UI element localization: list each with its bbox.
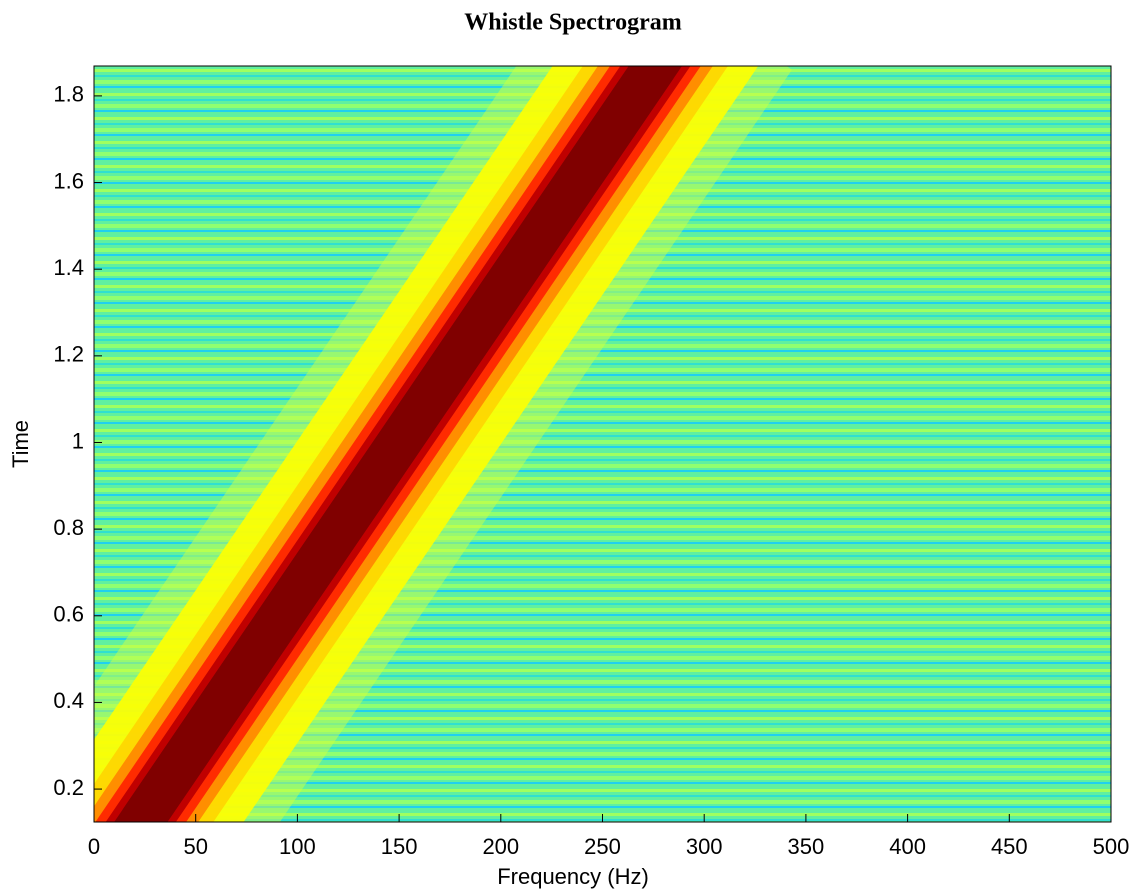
x-axis-label: Frequency (Hz) bbox=[497, 864, 649, 889]
y-tick-label: 1.8 bbox=[53, 82, 84, 107]
chart-title: Whistle Spectrogram bbox=[464, 10, 682, 36]
y-tick-label: 0.8 bbox=[53, 515, 84, 540]
y-tick-label: 0.4 bbox=[53, 688, 84, 713]
y-tick-label: 0.6 bbox=[53, 602, 84, 627]
y-tick-label: 1 bbox=[72, 428, 84, 453]
plot-area bbox=[94, 66, 792, 822]
x-tick-label: 150 bbox=[381, 834, 418, 859]
x-tick-label: 250 bbox=[584, 834, 621, 859]
ridge-ext bbox=[114, 66, 682, 822]
x-tick-label: 300 bbox=[686, 834, 723, 859]
y-tick-label: 1.4 bbox=[53, 255, 84, 280]
x-tick-label: 200 bbox=[482, 834, 519, 859]
y-tick-label: 1.6 bbox=[53, 168, 84, 193]
y-tick-label: 1.2 bbox=[53, 342, 84, 367]
y-tick-label: 0.2 bbox=[53, 775, 84, 800]
y-axis-label: Time bbox=[8, 420, 33, 468]
x-tick-label: 500 bbox=[1093, 834, 1130, 859]
x-tick-label: 0 bbox=[88, 834, 100, 859]
x-tick-label: 350 bbox=[788, 834, 825, 859]
x-tick-label: 100 bbox=[279, 834, 316, 859]
x-tick-label: 450 bbox=[991, 834, 1028, 859]
x-tick-label: 50 bbox=[183, 834, 207, 859]
x-tick-label: 400 bbox=[889, 834, 926, 859]
